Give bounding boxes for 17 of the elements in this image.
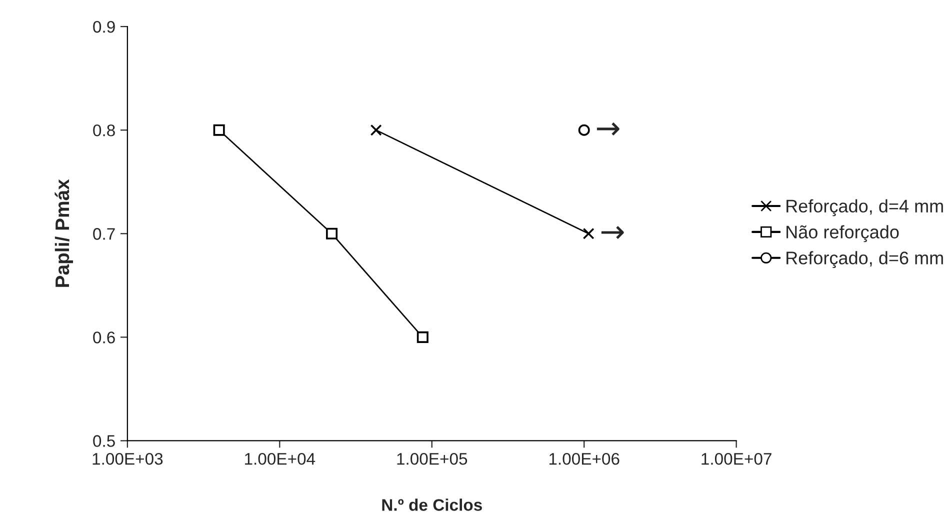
x-tick-label: 1.00E+06 [549, 452, 620, 465]
x-tick-label: 1.00E+05 [397, 452, 468, 465]
legend-label: Reforçado, d=6 mm [786, 251, 943, 268]
annotation: → [601, 226, 624, 240]
y-tick-label: 0.9 [93, 20, 115, 33]
y-tick-label: 0.6 [93, 332, 115, 344]
x-tick-label: 1.00E+04 [245, 452, 316, 465]
legend-label: Reforçado, d=4 mm [786, 199, 943, 216]
x-tick-label: 1.00E+07 [702, 452, 772, 465]
x-axis-title: N.º de Ciclos [382, 498, 482, 511]
y-tick-label: 0.7 [93, 228, 115, 240]
legend-label: Não reforçado [786, 225, 899, 242]
x-tick-label: 1.00E+03 [92, 452, 163, 465]
y-tick-label: 0.5 [93, 435, 115, 447]
y-axis-title: Papli/ Pmáx [54, 179, 74, 287]
y-tick-label: 0.8 [93, 124, 115, 136]
annotation: → [596, 122, 620, 136]
